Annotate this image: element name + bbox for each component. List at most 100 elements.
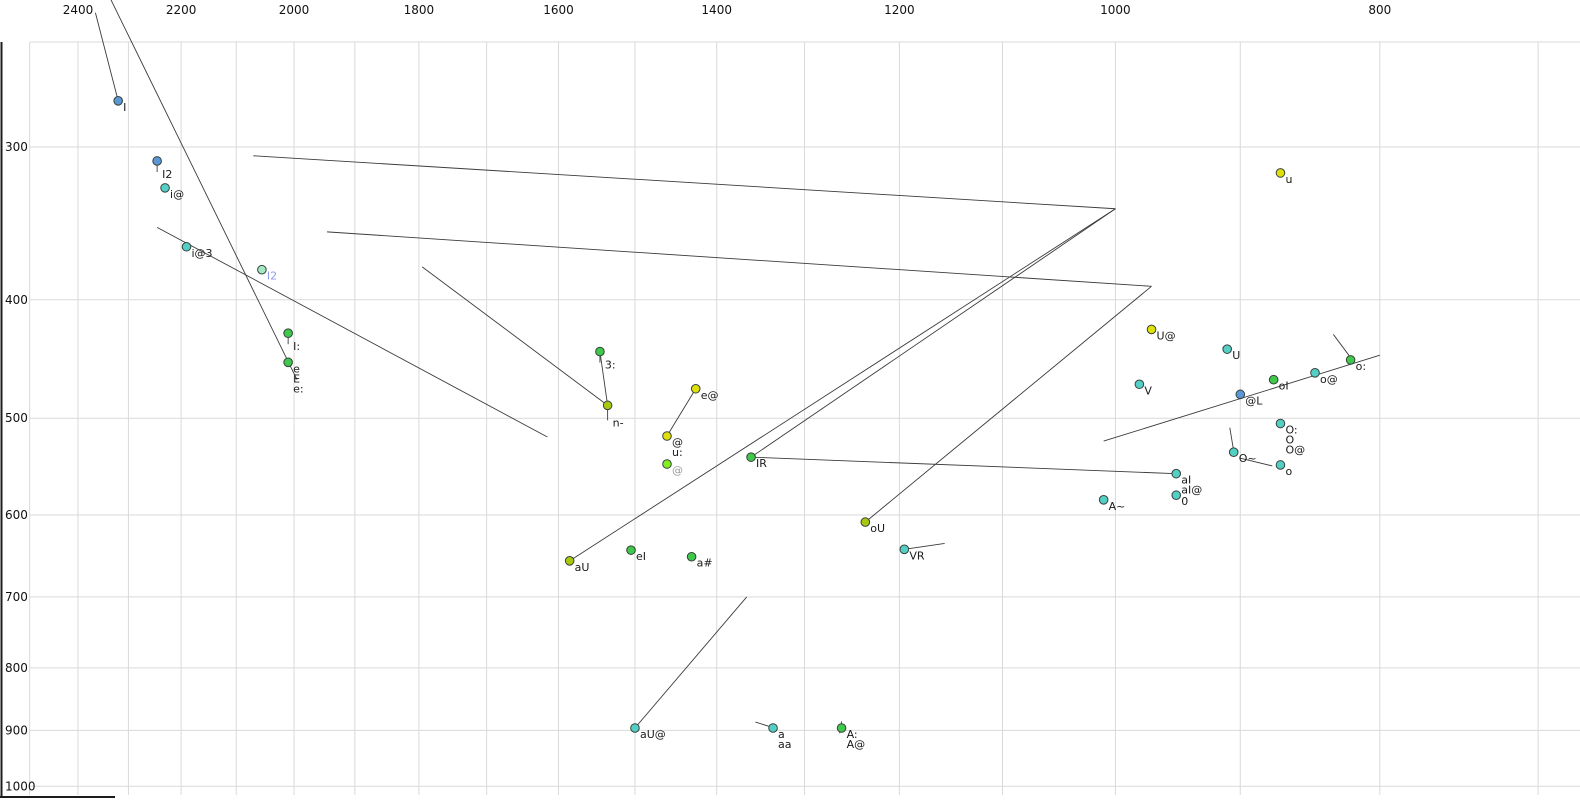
trajectory-line (94, 12, 119, 101)
point-label: O: (1285, 424, 1297, 437)
trajectory-line (599, 351, 609, 406)
data-point (1268, 374, 1279, 385)
trajectory-line (634, 596, 748, 729)
data-point (1275, 460, 1286, 470)
trajectory-line (1229, 427, 1235, 452)
trajectory-line (569, 208, 1116, 562)
data-point (1146, 324, 1157, 335)
point-label: A~ (1109, 500, 1126, 513)
trajectory-line (421, 266, 608, 406)
point-label: I2 (162, 168, 172, 181)
trajectory-line (110, 0, 298, 380)
data-point (626, 545, 636, 555)
data-point (152, 156, 162, 166)
point-label: aU (575, 561, 590, 574)
point-label: O~ (1239, 452, 1257, 465)
point-label: I (123, 101, 126, 114)
x-axis-tick-label: 2200 (166, 3, 197, 17)
point-label: aI (1181, 474, 1191, 487)
data-point (1275, 168, 1286, 178)
data-point (564, 556, 575, 566)
point-label: e (293, 362, 300, 375)
point-label: VR (909, 549, 925, 562)
data-point (1171, 490, 1182, 501)
point-label: V (1144, 384, 1152, 397)
x-axis-tick-label: 2400 (63, 3, 94, 17)
data-point (686, 551, 697, 562)
data-point (860, 517, 871, 527)
point-label: E (293, 372, 300, 385)
data-point (662, 431, 672, 441)
point-label: @L (1245, 394, 1263, 407)
data-point (768, 723, 778, 733)
trajectory-line (156, 226, 548, 438)
trajectory-line (666, 388, 697, 437)
point-label: O (1285, 434, 1294, 447)
trajectory-line (253, 155, 1116, 210)
trajectory-line (865, 285, 1152, 523)
trajectory-line (904, 543, 945, 550)
data-point (1222, 344, 1232, 354)
x-axis-tick-label: 1200 (884, 3, 915, 17)
data-point (257, 264, 267, 275)
trajectory-line (1240, 457, 1273, 467)
y-axis-tick-label: 400 (5, 293, 28, 307)
data-point (113, 95, 123, 106)
point-label: oI (1279, 380, 1289, 393)
point-label: O@ (1285, 444, 1305, 457)
data-point (746, 452, 756, 462)
data-point (1171, 468, 1182, 479)
point-label: e: (293, 382, 303, 395)
point-label: o (1285, 465, 1292, 478)
point-label: A: (847, 728, 858, 741)
trajectory-line (755, 721, 771, 728)
data-point (630, 723, 640, 733)
trajectory-line (1333, 334, 1351, 358)
x-axis-tick-label: 2000 (279, 3, 310, 17)
x-axis-tick-label: 1800 (404, 3, 435, 17)
data-point (1098, 494, 1109, 505)
data-point (1134, 379, 1145, 390)
y-axis-tick-label: 700 (5, 590, 28, 604)
point-label: I2 (267, 270, 277, 283)
data-point (1235, 389, 1246, 400)
x-axis-tick-label: 1400 (701, 3, 732, 17)
point-label: a# (697, 557, 713, 570)
point-label: n- (613, 416, 624, 429)
y-axis-tick-label: 500 (5, 411, 28, 425)
data-point (662, 459, 672, 469)
data-point (160, 183, 170, 193)
trajectory-line (751, 456, 1177, 475)
point-label: aa (778, 738, 791, 751)
point-label: a (778, 728, 785, 741)
point-label: I: (293, 340, 300, 353)
point-label: u: (672, 446, 683, 459)
data-point (595, 346, 605, 357)
data-point (899, 544, 910, 555)
point-label: eI (636, 550, 646, 563)
data-point (836, 723, 847, 733)
point-label: i@3 (192, 247, 213, 260)
point-label: o@ (1320, 373, 1338, 386)
data-point (690, 383, 701, 394)
point-label: 0 (1181, 495, 1188, 508)
point-label: U@ (1157, 329, 1176, 342)
x-axis-tick-label: 1000 (1100, 3, 1131, 17)
x-axis-tick-label: 800 (1368, 3, 1391, 17)
point-label: A@ (847, 738, 866, 751)
point-label: IR (756, 457, 767, 470)
data-point (283, 357, 293, 368)
x-axis-tick-label: 1600 (543, 3, 574, 17)
data-point (1228, 447, 1239, 457)
point-label: 3: (605, 359, 616, 372)
point-label: aU@ (640, 728, 666, 741)
data-point (1275, 418, 1286, 429)
point-label: U (1232, 349, 1240, 362)
y-axis-tick-label: 800 (5, 661, 28, 675)
y-axis-tick-label: 1000 (5, 779, 36, 793)
data-point (1310, 368, 1320, 378)
trajectory-line (327, 231, 1152, 287)
y-axis-tick-label: 900 (5, 723, 28, 737)
point-label: u (1285, 173, 1292, 186)
